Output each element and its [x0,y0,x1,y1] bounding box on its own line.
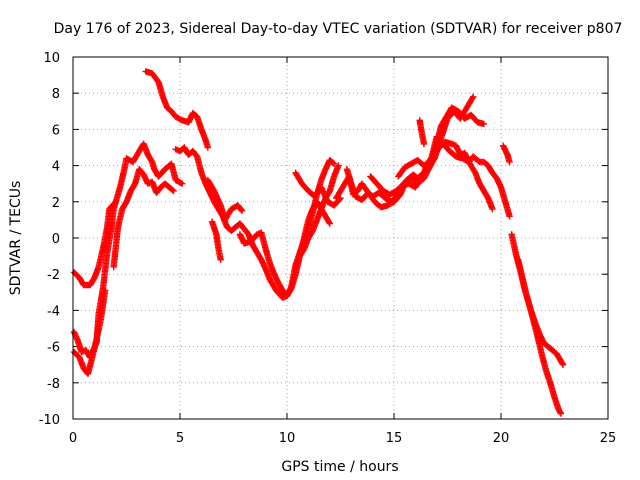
data-point [506,158,513,166]
data-point [557,410,565,417]
data-point [101,287,109,294]
series-3 [70,287,109,377]
x-tick-label: 10 [279,431,296,446]
series-5 [142,68,212,151]
y-tick-label: -10 [39,413,60,428]
data-point [112,198,119,205]
data-point [325,219,333,226]
y-tick-label: 0 [52,232,60,247]
series-19 [514,256,567,368]
x-axis-label: GPS time / hours [281,459,398,475]
series-4 [110,166,177,271]
tick-layer: 0 5 10 15 20 25 -10 -8 -6 -4 -2 0 2 4 6 8 10 [39,51,617,446]
series-7 [204,176,246,224]
y-tick-label: 4 [52,160,60,175]
data-point [217,256,224,263]
data-point [480,120,488,128]
y-axis-label: SDTVAR / TECUs [8,181,24,296]
y-tick-label: -4 [47,304,60,319]
data-point [204,144,212,151]
y-tick-label: -8 [47,377,60,392]
data-point [178,180,186,187]
series-1 [70,140,186,289]
x-tick-label: 20 [493,431,510,446]
data-point [170,187,177,195]
y-tick-label: 10 [43,51,60,66]
data-point [238,207,246,215]
data-point [169,186,176,194]
data-point [506,213,513,220]
series-15 [395,133,496,213]
data-point [335,162,342,169]
data-points-layer [70,68,567,417]
data-point [420,140,428,148]
series-8 [208,218,224,263]
data-point [489,205,496,213]
x-tick-label: 25 [600,431,617,446]
x-tick-label: 0 [69,431,77,446]
data-point [238,206,245,213]
data-point [326,220,333,227]
data-point [469,93,477,101]
y-tick-label: -2 [47,268,60,283]
y-tick-label: 2 [52,196,60,211]
data-point [329,159,337,167]
x-tick-label: 15 [386,431,403,446]
data-point [559,361,567,368]
grid-layer [73,57,608,419]
series-10 [296,198,333,258]
data-point [177,179,185,187]
data-point [557,409,564,416]
series-16 [416,117,428,148]
series-6 [172,144,338,301]
data-point [559,360,566,367]
x-tick-label: 5 [176,431,184,446]
y-tick-label: 6 [52,123,60,138]
chart-title: Day 176 of 2023, Sidereal Day-to-day VTE… [54,21,623,37]
y-tick-label: -6 [47,341,60,356]
series-9 [236,162,342,300]
y-tick-label: 8 [52,87,60,102]
plot-frame [72,56,609,420]
series-17 [499,142,513,166]
data-point [469,94,476,102]
data-point [330,160,338,167]
